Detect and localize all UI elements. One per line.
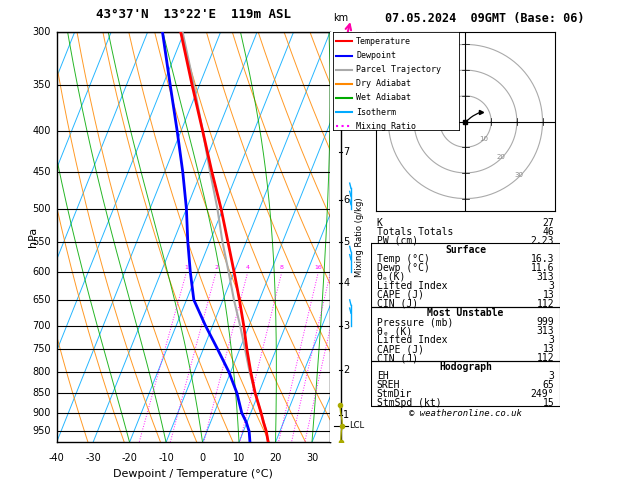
Text: Mixing Ratio (g/kg): Mixing Ratio (g/kg) <box>355 197 364 277</box>
Text: Pressure (mb): Pressure (mb) <box>377 317 453 327</box>
Text: © weatheronline.co.uk: © weatheronline.co.uk <box>409 409 522 418</box>
Text: 20: 20 <box>269 452 282 463</box>
Text: 850: 850 <box>33 388 51 398</box>
Text: 10: 10 <box>233 452 245 463</box>
Text: Totals Totals: Totals Totals <box>377 226 453 237</box>
Text: 3: 3 <box>548 371 554 382</box>
Text: hPa: hPa <box>28 227 38 247</box>
Text: Dewpoint / Temperature (°C): Dewpoint / Temperature (°C) <box>113 469 274 479</box>
Text: 249°: 249° <box>531 389 554 399</box>
Text: ASL: ASL <box>333 38 348 47</box>
Text: 8: 8 <box>343 99 350 109</box>
Text: 4: 4 <box>246 265 250 270</box>
Text: 650: 650 <box>33 295 51 305</box>
Text: 4: 4 <box>343 278 350 288</box>
Text: 600: 600 <box>33 267 51 277</box>
Text: CIN (J): CIN (J) <box>377 353 418 363</box>
Text: Most Unstable: Most Unstable <box>427 308 504 318</box>
Text: Lifted Index: Lifted Index <box>377 281 447 291</box>
Text: 5: 5 <box>343 237 350 247</box>
Text: CAPE (J): CAPE (J) <box>377 344 424 354</box>
Text: SREH: SREH <box>377 381 400 390</box>
Text: 8: 8 <box>280 265 284 270</box>
Text: 16.3: 16.3 <box>531 254 554 264</box>
Text: 13: 13 <box>542 290 554 300</box>
Text: 300: 300 <box>33 27 51 36</box>
Text: -30: -30 <box>85 452 101 463</box>
Text: 550: 550 <box>33 237 51 247</box>
Text: 65: 65 <box>542 381 554 390</box>
Text: Temp (°C): Temp (°C) <box>377 254 430 264</box>
Text: 11.6: 11.6 <box>531 263 554 273</box>
Text: 3: 3 <box>548 335 554 345</box>
Text: 27: 27 <box>542 218 554 227</box>
Text: Dry Adiabat: Dry Adiabat <box>356 79 411 88</box>
Text: kt: kt <box>381 39 390 49</box>
Text: 800: 800 <box>33 367 51 377</box>
Text: 350: 350 <box>33 80 51 90</box>
Text: 500: 500 <box>33 204 51 214</box>
Text: 999: 999 <box>537 317 554 327</box>
Text: 46: 46 <box>542 226 554 237</box>
Text: 112: 112 <box>537 299 554 309</box>
Text: 30: 30 <box>306 452 318 463</box>
Text: Isotherm: Isotherm <box>356 107 396 117</box>
Text: 7: 7 <box>343 147 350 157</box>
Text: 313: 313 <box>537 272 554 282</box>
Text: 112: 112 <box>537 353 554 363</box>
Text: StmSpd (kt): StmSpd (kt) <box>377 399 442 408</box>
Text: 450: 450 <box>33 167 51 177</box>
Text: 30: 30 <box>515 173 524 178</box>
Text: 750: 750 <box>33 345 51 354</box>
Text: 13: 13 <box>542 344 554 354</box>
Text: 2.23: 2.23 <box>531 236 554 246</box>
Text: 6: 6 <box>343 195 350 205</box>
Text: EH: EH <box>377 371 389 382</box>
Text: 2: 2 <box>214 265 218 270</box>
Text: -40: -40 <box>48 452 65 463</box>
Text: θₑ (K): θₑ (K) <box>377 326 412 336</box>
Text: 0: 0 <box>199 452 206 463</box>
Text: Temperature: Temperature <box>356 37 411 46</box>
Text: Hodograph: Hodograph <box>439 362 492 372</box>
Text: 700: 700 <box>33 321 51 330</box>
Text: 2: 2 <box>343 364 350 375</box>
Text: 07.05.2024  09GMT (Base: 06): 07.05.2024 09GMT (Base: 06) <box>384 12 584 25</box>
Text: 3: 3 <box>343 321 350 330</box>
Text: -20: -20 <box>121 452 138 463</box>
Text: LCL: LCL <box>349 421 364 431</box>
Text: CIN (J): CIN (J) <box>377 299 418 309</box>
Text: 20: 20 <box>497 155 506 160</box>
Text: θₑ(K): θₑ(K) <box>377 272 406 282</box>
Text: km: km <box>333 14 348 23</box>
Text: StmDir: StmDir <box>377 389 412 399</box>
Text: CAPE (J): CAPE (J) <box>377 290 424 300</box>
Text: Lifted Index: Lifted Index <box>377 335 447 345</box>
Text: -10: -10 <box>158 452 174 463</box>
Text: 950: 950 <box>33 427 51 436</box>
Text: PW (cm): PW (cm) <box>377 236 418 246</box>
Text: 900: 900 <box>33 408 51 418</box>
Text: Surface: Surface <box>445 245 486 255</box>
Text: 313: 313 <box>537 326 554 336</box>
Text: 16: 16 <box>314 265 322 270</box>
Text: 3: 3 <box>548 281 554 291</box>
Text: Mixing Ratio: Mixing Ratio <box>356 122 416 131</box>
Text: 400: 400 <box>33 126 51 137</box>
Text: K: K <box>377 218 382 227</box>
Text: Dewpoint: Dewpoint <box>356 51 396 60</box>
Text: 1: 1 <box>184 265 189 270</box>
Text: Parcel Trajectory: Parcel Trajectory <box>356 65 441 74</box>
Text: 10: 10 <box>479 137 488 142</box>
Text: 15: 15 <box>542 399 554 408</box>
Text: Wet Adiabat: Wet Adiabat <box>356 93 411 103</box>
Text: 43°37'N  13°22'E  119m ASL: 43°37'N 13°22'E 119m ASL <box>96 8 291 21</box>
Text: 1: 1 <box>343 410 350 420</box>
Text: Dewp (°C): Dewp (°C) <box>377 263 430 273</box>
